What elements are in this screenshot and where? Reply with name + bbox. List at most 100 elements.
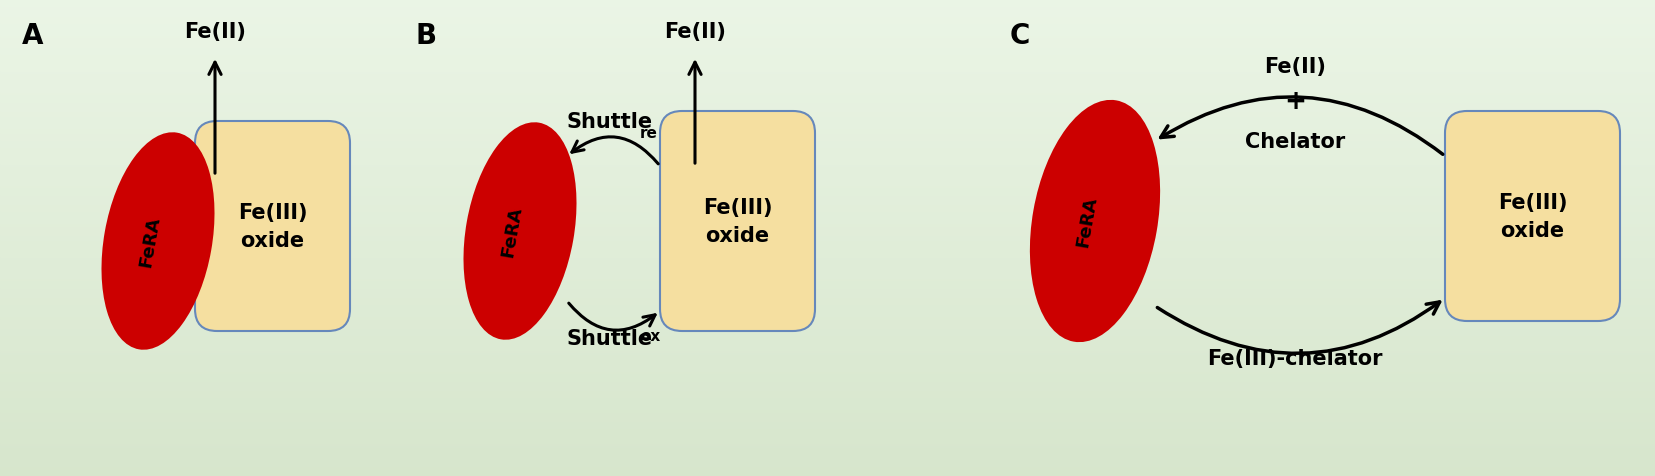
Bar [0,59,1655,62]
Bar [0,159,1655,162]
Bar [0,376,1655,378]
Bar [0,147,1655,150]
Bar [0,316,1655,319]
Bar [0,435,1655,438]
Bar [0,261,1655,264]
Bar [0,90,1655,93]
Bar [0,45,1655,48]
Bar [0,264,1655,267]
Bar [0,257,1655,259]
Bar [0,380,1655,383]
Bar [0,35,1655,38]
Text: Shuttle: Shuttle [568,112,654,132]
Bar [0,169,1655,171]
Bar [0,309,1655,312]
Bar [0,230,1655,233]
Bar [0,383,1655,386]
FancyBboxPatch shape [660,112,814,331]
Bar [0,423,1655,426]
Bar [0,57,1655,60]
Bar [0,164,1655,167]
Bar [0,345,1655,347]
Bar [0,407,1655,409]
Bar [0,342,1655,345]
Bar [0,340,1655,343]
Bar [0,245,1655,248]
Bar [0,418,1655,421]
Bar [0,276,1655,278]
Bar [0,283,1655,286]
Bar [0,333,1655,336]
Bar [0,97,1655,100]
Text: Shuttle: Shuttle [568,328,654,348]
Bar [0,28,1655,31]
Bar [0,373,1655,376]
Bar [0,268,1655,271]
Bar [0,83,1655,86]
Bar [0,266,1655,269]
Bar [0,297,1655,300]
Bar [0,11,1655,14]
Bar [0,352,1655,355]
Text: Fe(II): Fe(II) [1264,57,1326,77]
Bar [0,411,1655,414]
Bar [0,209,1655,212]
Bar [0,318,1655,321]
Bar [0,2,1655,5]
Bar [0,302,1655,305]
Bar [0,449,1655,452]
Bar [0,368,1655,371]
Bar [0,78,1655,81]
Bar [0,192,1655,195]
Bar [0,464,1655,466]
Bar [0,52,1655,55]
Bar [0,104,1655,107]
Bar [0,140,1655,143]
Bar [0,447,1655,450]
Bar [0,61,1655,64]
Bar [0,23,1655,26]
Bar [0,347,1655,350]
Bar [0,461,1655,464]
Bar [0,235,1655,238]
Bar [0,123,1655,126]
Bar [0,395,1655,397]
Bar [0,330,1655,333]
Bar [0,364,1655,367]
Bar [0,242,1655,245]
Bar [0,185,1655,188]
Bar [0,323,1655,326]
Bar [0,361,1655,364]
Bar [0,88,1655,90]
Bar [0,466,1655,469]
Bar [0,226,1655,228]
Bar [0,19,1655,21]
Bar [0,414,1655,416]
Bar [0,42,1655,45]
Bar [0,149,1655,152]
Bar [0,409,1655,412]
Bar [0,416,1655,419]
Bar [0,233,1655,236]
Bar [0,40,1655,43]
Bar [0,80,1655,83]
Bar [0,130,1655,133]
Bar [0,221,1655,224]
Bar [0,307,1655,309]
Bar [0,326,1655,328]
Bar [0,218,1655,221]
Bar [0,69,1655,71]
Text: Fe(II): Fe(II) [184,22,247,42]
Bar [0,254,1655,257]
Bar [0,285,1655,288]
Bar [0,402,1655,405]
Bar [0,152,1655,155]
Text: Fe(III)
oxide: Fe(III) oxide [1498,193,1567,240]
Bar [0,21,1655,24]
Bar [0,249,1655,252]
Bar [0,399,1655,402]
Text: Chelator: Chelator [1245,132,1346,152]
Text: +: + [1284,89,1306,115]
Bar [0,288,1655,290]
Bar [0,247,1655,250]
